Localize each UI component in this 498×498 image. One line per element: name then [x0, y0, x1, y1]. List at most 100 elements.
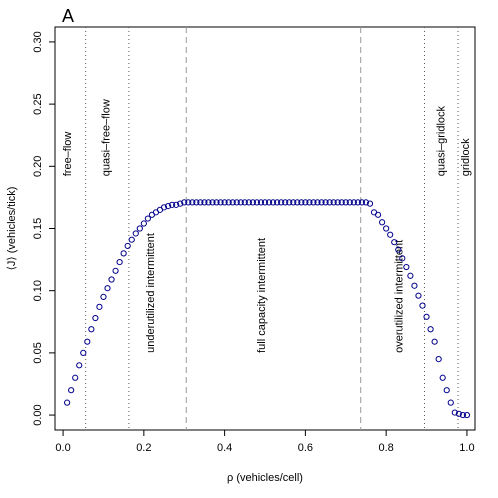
data-point [322, 199, 329, 206]
data-point [221, 199, 228, 206]
regime-label: quasi–free–flow [101, 99, 113, 176]
data-point [269, 199, 277, 206]
data-point [310, 199, 317, 206]
data-point [68, 387, 75, 394]
data-point [395, 246, 402, 253]
data-point [391, 239, 398, 246]
y-tick-label: 0.15 [32, 218, 44, 239]
y-axis: 0.00 0.05 0.10 0.15 0.20 0.25 0.30 [32, 31, 55, 426]
data-point [253, 199, 261, 206]
data-point [326, 199, 333, 206]
data-point [374, 211, 382, 218]
data-point [383, 225, 390, 232]
x-tick-label: 0.8 [379, 442, 394, 454]
data-point [286, 199, 293, 206]
data-points [64, 199, 471, 419]
data-point [399, 255, 406, 262]
data-point [173, 201, 180, 208]
data-point [237, 199, 244, 206]
data-point [128, 236, 135, 243]
x-tick-label: 1.0 [459, 442, 474, 454]
x-tick-label: 0.0 [55, 442, 70, 454]
data-point [257, 199, 265, 206]
data-point [92, 314, 99, 322]
data-point [80, 349, 87, 356]
data-point [205, 199, 212, 206]
regime-label: free–flow [62, 132, 74, 177]
data-point [88, 326, 95, 333]
data-point [209, 199, 216, 206]
data-point [411, 282, 418, 289]
data-point [261, 199, 269, 206]
data-point [362, 199, 370, 206]
y-tick-label: 0.25 [32, 93, 44, 114]
data-point [278, 199, 285, 206]
data-point [241, 199, 248, 206]
data-point [225, 199, 232, 206]
y-tick-label: 0.00 [32, 404, 44, 425]
y-tick-label: 0.05 [32, 342, 44, 363]
data-point [201, 199, 208, 206]
data-point [164, 203, 172, 210]
data-point [104, 285, 111, 292]
data-point [338, 199, 345, 206]
data-point [358, 199, 366, 206]
data-point [217, 199, 224, 206]
regime-label: quasi–gridlock [436, 105, 448, 176]
data-point [379, 219, 386, 226]
data-point [350, 199, 357, 206]
data-point [302, 199, 309, 206]
regime-label: full capacity intermittent [256, 238, 268, 353]
data-point [427, 326, 434, 333]
data-point [160, 204, 168, 211]
data-point [132, 230, 139, 237]
regime-label: underutilized intermittent [145, 233, 157, 353]
data-point [318, 199, 325, 206]
data-point [108, 276, 115, 283]
data-point [346, 199, 353, 206]
data-point [185, 199, 192, 206]
y-tick-label: 0.10 [32, 280, 44, 301]
data-point [439, 374, 446, 381]
panel-label: A [62, 6, 74, 26]
data-point [233, 199, 240, 206]
data-point [463, 411, 471, 419]
x-tick-label: 0.2 [136, 442, 151, 454]
data-point [290, 199, 297, 206]
data-point [314, 199, 321, 206]
data-point [415, 292, 422, 299]
data-point [330, 199, 337, 206]
data-point [435, 356, 442, 363]
y-tick-label: 0.30 [32, 31, 44, 52]
data-point [423, 313, 430, 320]
data-point [76, 362, 83, 369]
data-point [213, 199, 220, 206]
regime-label: overutilized intermittent [393, 240, 405, 353]
data-point [100, 293, 107, 301]
y-tick-label: 0.20 [32, 156, 44, 177]
plot-frame [54, 26, 476, 431]
data-point [249, 199, 256, 206]
data-point [334, 199, 341, 206]
x-tick-label: 0.4 [217, 442, 232, 454]
x-axis: 0.0 0.2 0.4 0.6 0.8 1.0 [55, 430, 475, 454]
data-point [294, 199, 301, 206]
data-point [306, 199, 313, 206]
data-point [96, 303, 103, 310]
data-point [112, 267, 119, 274]
data-point [455, 410, 462, 417]
data-point [459, 411, 466, 419]
data-point [431, 338, 438, 345]
data-point [197, 199, 204, 206]
data-point [181, 199, 188, 206]
data-point [64, 399, 71, 406]
data-point [124, 242, 131, 250]
data-point [354, 199, 361, 206]
data-point [366, 200, 374, 207]
data-point [443, 387, 450, 394]
regime-label: gridlock [460, 138, 472, 176]
regime-boundaries [85, 27, 459, 430]
data-point [193, 199, 200, 206]
y-axis-label: ⟨J⟩ (vehicles/tick) [6, 187, 18, 271]
